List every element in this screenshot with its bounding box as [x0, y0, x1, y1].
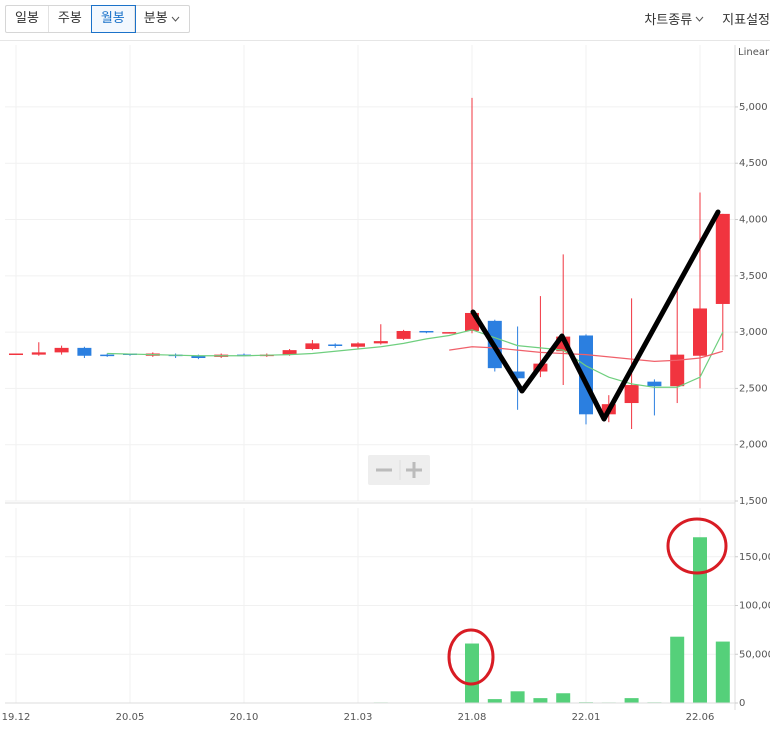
- y-tick-label: 2,000: [739, 440, 768, 451]
- candle-body: [282, 350, 297, 355]
- chevron: [171, 16, 180, 22]
- chart-type-menu[interactable]: 차트종류: [644, 9, 704, 28]
- highlight-circle: [447, 628, 495, 686]
- y-tick-label: 4,500: [739, 158, 768, 169]
- candle-body: [351, 343, 365, 347]
- candle-body: [624, 385, 639, 404]
- volume-bar: [715, 641, 730, 703]
- tab-label: 분봉: [143, 11, 168, 26]
- volume-bar: [670, 636, 685, 703]
- candle-body: [54, 347, 69, 353]
- candle-body: [670, 354, 685, 387]
- candle-body: [396, 330, 411, 339]
- tab[interactable]: 일봉: [6, 6, 49, 32]
- x-tick-label: 21.03: [344, 712, 373, 723]
- grid: [5, 45, 735, 704]
- y-tick-label: 50,000: [739, 649, 770, 660]
- y-tick-label: 3,500: [739, 271, 768, 282]
- chart: Linear 19.12 20.05 20.10 21.03 21.08 22.01 22.…: [2, 45, 770, 723]
- hand-drawn-line: [470, 209, 721, 422]
- candle-body: [100, 354, 115, 357]
- candle-body: [328, 344, 343, 346]
- candle-body: [715, 213, 730, 304]
- candle-body: [31, 352, 46, 355]
- y-tick-label: 5,000: [739, 102, 768, 113]
- candle-body: [9, 353, 23, 356]
- candle-body: [693, 308, 707, 356]
- tab-dropdown[interactable]: 분봉: [135, 6, 189, 32]
- volume-bar: [693, 537, 707, 703]
- volume-bar: [465, 643, 479, 703]
- highlight-circle: [666, 517, 728, 575]
- volume-bar: [624, 698, 639, 703]
- x-tick-label: 22.06: [686, 712, 715, 723]
- x-tick-label: 20.10: [230, 712, 259, 723]
- chevron: [695, 16, 704, 22]
- marks: [9, 97, 730, 703]
- candle-body: [373, 341, 388, 344]
- candle-body: [305, 343, 320, 349]
- x-tick-label: 21.08: [458, 712, 487, 723]
- menu-label: 지표설정: [722, 13, 770, 28]
- y-tick-label: 150,000: [739, 552, 770, 563]
- candle-body: [77, 347, 92, 356]
- y-tick-label: 100,000: [739, 601, 770, 612]
- candle-body: [419, 330, 434, 333]
- tab[interactable]: 월봉: [90, 5, 136, 33]
- x-tick-label: 19.12: [2, 712, 31, 723]
- y-tick-label: 2,500: [739, 383, 768, 394]
- candle-body: [647, 381, 662, 387]
- period-tabs: 일봉 주봉 월봉 분봉: [5, 5, 190, 33]
- tab[interactable]: 주봉: [49, 6, 92, 32]
- candle-body: [442, 332, 457, 334]
- zoom-control: [368, 455, 430, 485]
- moving-average: [107, 329, 724, 388]
- toolbar-right: 차트종류 지표설정: [644, 9, 770, 28]
- volume-bar: [556, 693, 571, 703]
- x-tick-label: 22.01: [572, 712, 601, 723]
- candle-body: [510, 371, 525, 379]
- y-tick-label: 4,000: [739, 215, 768, 226]
- x-tick-label: 20.05: [116, 712, 145, 723]
- volume-bar: [533, 698, 548, 703]
- toolbar: 일봉 주봉 월봉 분봉 차트종류 지표설정: [0, 0, 770, 41]
- candle-body: [191, 355, 206, 359]
- volume-bar: [510, 691, 525, 703]
- volume-bar: [487, 699, 502, 703]
- y-tick-label: 1,500: [739, 496, 768, 507]
- menu-label: 차트종류: [644, 13, 693, 28]
- scale-label: Linear: [738, 47, 770, 58]
- y-tick-label: 0: [739, 698, 745, 709]
- y-tick-label: 3,000: [739, 327, 768, 338]
- indicator-settings[interactable]: 지표설정: [722, 9, 770, 28]
